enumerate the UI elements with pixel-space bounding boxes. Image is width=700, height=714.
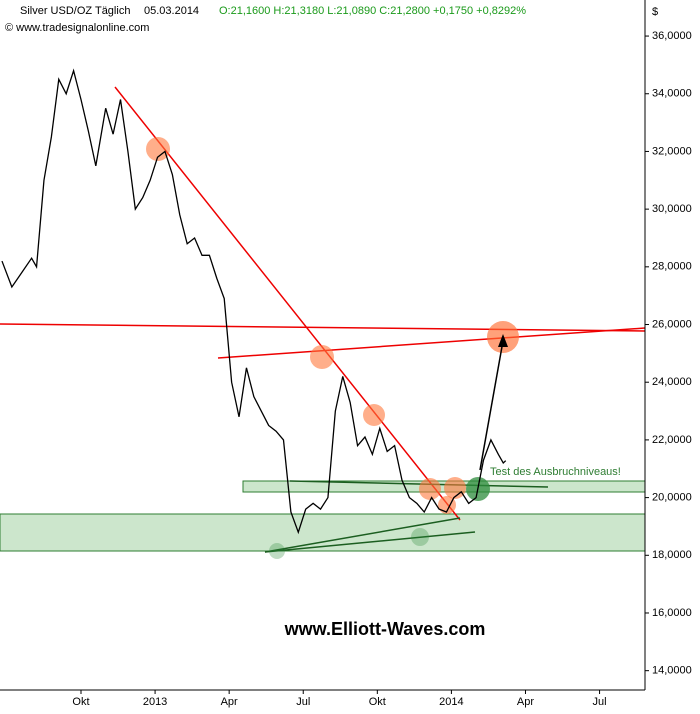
- y-tick-label: 26,0000: [652, 318, 692, 330]
- x-tick-label: Apr: [517, 696, 534, 708]
- price-line: [1, 68, 507, 535]
- breakout-zone: [242, 480, 646, 493]
- y-tick-label: 18,0000: [652, 549, 692, 561]
- source: © www.tradesignalonline.com: [5, 22, 149, 34]
- x-tick-label: Okt: [72, 696, 89, 708]
- y-unit: $: [652, 6, 658, 18]
- annotations: Test des Ausbruchniveaus! www.Elliott-Wa…: [0, 86, 646, 639]
- support-line: [264, 517, 461, 553]
- x-tick-label: Apr: [221, 696, 238, 708]
- marker: [419, 478, 441, 500]
- x-tick-label: Jul: [296, 696, 310, 708]
- arrow-head: [498, 334, 508, 347]
- y-tick-label: 36,0000: [652, 30, 692, 42]
- marker: [310, 345, 334, 369]
- trend-line: [217, 327, 646, 359]
- breakout-line: [289, 480, 549, 488]
- y-tick-label: 32,0000: [652, 145, 692, 157]
- y-tick-label: 22,0000: [652, 434, 692, 446]
- y-tick-label: 24,0000: [652, 376, 692, 388]
- marker: [363, 404, 385, 426]
- y-tick-label: 16,0000: [652, 607, 692, 619]
- watermark: www.Elliott-Waves.com: [284, 619, 486, 639]
- x-tick-label: Jul: [593, 696, 607, 708]
- y-tick-label: 14,0000: [652, 665, 692, 677]
- marker: [411, 528, 429, 546]
- quote: O:21,1600 H:21,3180 L:21,0890 C:21,2800 …: [219, 5, 526, 17]
- y-tick-label: 28,0000: [652, 261, 692, 273]
- resistance-line: [0, 323, 646, 332]
- x-tick-label: 2013: [143, 696, 167, 708]
- marker: [444, 477, 466, 499]
- y-tick-label: 20,0000: [652, 492, 692, 504]
- y-tick-label: 34,0000: [652, 88, 692, 100]
- marker: [438, 496, 456, 514]
- chart-title: Silver USD/OZ Täglich: [20, 5, 130, 17]
- x-tick-label: Okt: [369, 696, 386, 708]
- x-tick-label: 2014: [439, 696, 463, 708]
- support-line: [264, 531, 476, 553]
- support-zone: [0, 513, 646, 552]
- y-tick-label: 30,0000: [652, 203, 692, 215]
- marker: [269, 543, 285, 559]
- downtrend-line: [114, 86, 461, 521]
- annotation: Test des Ausbruchniveaus!: [490, 466, 621, 478]
- marker: [146, 137, 170, 161]
- date: 05.03.2014: [144, 5, 199, 17]
- arrow: [479, 340, 504, 471]
